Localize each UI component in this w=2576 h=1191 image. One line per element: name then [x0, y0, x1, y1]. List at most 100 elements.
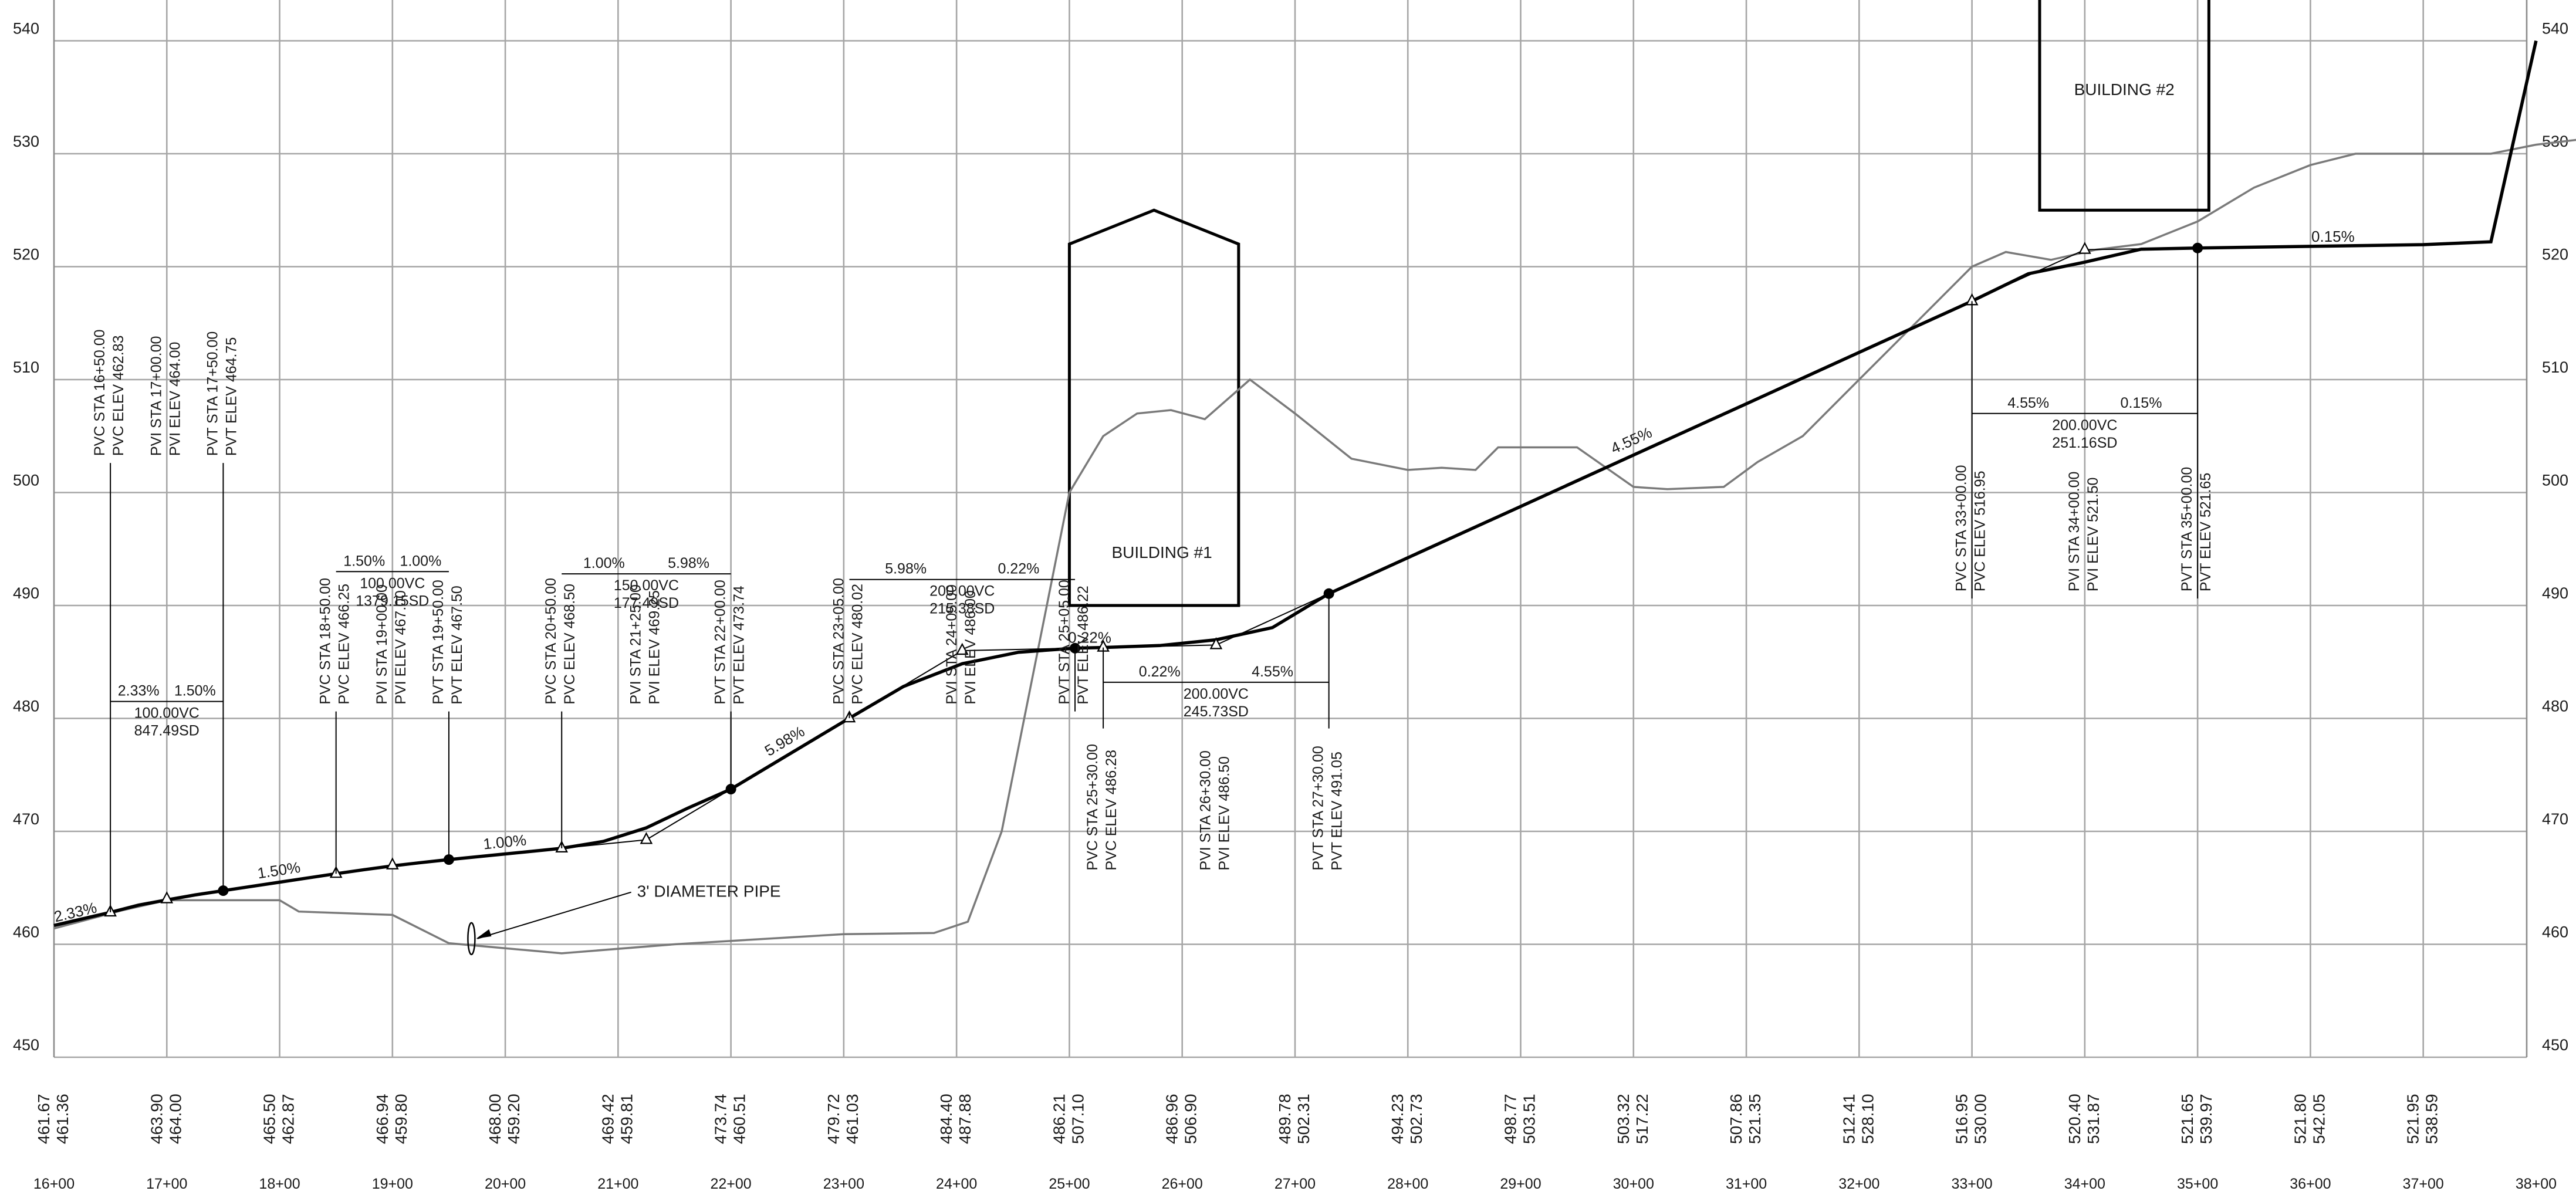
vc-grade-in: 1.50% — [343, 553, 385, 569]
vc-grade-out: 4.55% — [1252, 664, 1293, 680]
elevation-label-right: 470 — [2542, 810, 2568, 828]
station-callout-line1: PVT STA 27+30.00 — [1310, 746, 1327, 870]
existing-elevation-label: 528.10 — [1858, 1094, 1877, 1144]
elevation-label-right: 510 — [2542, 358, 2568, 376]
vc-sight-distance: 245.73SD — [1184, 703, 1249, 720]
existing-elevation-label: 464.00 — [166, 1094, 184, 1144]
station-callout-line2: PVC ELEV 466.25 — [336, 584, 353, 705]
pvi-marker — [640, 832, 653, 844]
vc-grade-out: 1.50% — [174, 683, 216, 699]
pipe-symbol — [467, 922, 476, 956]
vc-sight-distance: 1379.15SD — [356, 593, 429, 609]
existing-elevation-label: 517.22 — [1633, 1094, 1651, 1144]
elevation-label-right: 540 — [2542, 20, 2568, 38]
pipe-leader — [477, 891, 631, 939]
proposed-elevation-label: 484.40 — [937, 1094, 955, 1144]
proposed-elevation-label: 479.72 — [824, 1094, 843, 1144]
elevation-label-right: 450 — [2542, 1036, 2568, 1054]
proposed-elevation-label: 486.96 — [1163, 1094, 1181, 1144]
station-callout-line1: PVT STA 17+50.00 — [204, 331, 221, 456]
proposed-elevation-label: 468.00 — [486, 1094, 504, 1144]
existing-elevation-label: 460.51 — [731, 1094, 749, 1144]
building-label: BUILDING #2 — [2074, 80, 2175, 99]
station-callout-line1: PVI STA 17+00.00 — [148, 336, 164, 456]
vc-sight-distance: 847.49SD — [134, 723, 200, 739]
elevation-label-left: 510 — [13, 358, 39, 376]
station-callout-line2: PVC ELEV 486.28 — [1103, 750, 1120, 871]
station-callout-line1: PVT STA 25+05.00 — [1056, 580, 1073, 704]
proposed-elevation-label: 521.65 — [2178, 1094, 2196, 1144]
station-label: 21+00 — [597, 1176, 638, 1191]
vc-sight-distance: 215.38SD — [929, 601, 995, 617]
grid — [53, 0, 2528, 1058]
vc-sight-distance: 177.49SD — [614, 595, 679, 611]
station-callout-line1: PVT STA 19+50.00 — [430, 580, 447, 704]
proposed-elevation-label: 520.40 — [2065, 1094, 2084, 1144]
station-label: 37+00 — [2403, 1176, 2444, 1191]
station-callout-line1: PVC STA 33+00.00 — [1953, 465, 1970, 591]
proposed-elevation-label: 512.41 — [1840, 1094, 1858, 1144]
vc-grade-in: 1.00% — [583, 555, 625, 571]
existing-elevation-label: 539.97 — [2197, 1094, 2215, 1144]
pvi-marker — [2078, 242, 2091, 254]
station-label: 32+00 — [1838, 1176, 1879, 1191]
station-callout-line1: PVC STA 18+50.00 — [317, 578, 334, 705]
proposed-elevation-label: 507.86 — [1727, 1094, 1745, 1144]
station-label: 18+00 — [259, 1176, 300, 1191]
station-callout-line1: PVC STA 20+50.00 — [543, 578, 559, 705]
station-callout-line1: PVC STA 16+50.00 — [92, 329, 108, 456]
station-label: 38+00 — [2516, 1176, 2557, 1191]
elevation-label-right: 480 — [2542, 698, 2568, 715]
existing-elevation-label: 461.03 — [843, 1094, 861, 1144]
proposed-elevation-label: 516.95 — [1953, 1094, 1971, 1144]
station-callout-line2: PVC ELEV 516.95 — [1972, 471, 1989, 591]
existing-elevation-label: 459.81 — [617, 1094, 635, 1144]
station-callout-line2: PVI ELEV 486.50 — [1216, 756, 1232, 871]
vc-grade-out: 0.15% — [2121, 395, 2162, 411]
station-label: 33+00 — [1951, 1176, 1992, 1191]
pvi-marker — [160, 891, 174, 904]
existing-elevation-label: 531.87 — [2084, 1094, 2102, 1144]
vc-grade-in: 4.55% — [2007, 395, 2049, 411]
station-callout-line1: PVI STA 24+05.00 — [944, 584, 960, 705]
proposed-elevation-label: 486.21 — [1050, 1094, 1068, 1144]
station-callout-line1: PVI STA 26+30.00 — [1197, 750, 1213, 871]
building-label: BUILDING #1 — [1112, 543, 1212, 561]
station-callout-line1: PVI STA 19+00.00 — [374, 584, 390, 705]
station-label: 17+00 — [146, 1176, 187, 1191]
existing-elevation-label: 462.87 — [279, 1094, 298, 1144]
vc-length: 100.00VC — [360, 575, 425, 591]
vc-grade-out: 0.22% — [998, 561, 1039, 577]
vc-length: 100.00VC — [134, 705, 200, 722]
existing-elevation-label: 487.88 — [956, 1094, 974, 1144]
station-callout-line2: PVT ELEV 491.05 — [1329, 752, 1346, 870]
vc-length: 200.00VC — [1184, 686, 1249, 702]
vc-grade-in: 0.22% — [1139, 664, 1181, 680]
station-callout-line2: PVT ELEV 486.22 — [1075, 586, 1091, 704]
station-label: 25+00 — [1049, 1176, 1090, 1191]
existing-elevation-label: 502.31 — [1294, 1094, 1313, 1144]
elevation-label-left: 470 — [13, 810, 39, 828]
station-label: 34+00 — [2064, 1176, 2105, 1191]
station-label: 23+00 — [823, 1176, 864, 1191]
proposed-elevation-label: 473.74 — [712, 1094, 730, 1144]
station-callout-line2: PVT ELEV 464.75 — [223, 337, 239, 456]
station-label: 16+00 — [33, 1176, 75, 1191]
existing-elevation-label: 506.90 — [1182, 1094, 1200, 1144]
building-outline — [2038, 0, 2210, 212]
vc-length: 200.00VC — [2052, 417, 2117, 434]
proposed-elevation-label: 494.23 — [1388, 1094, 1407, 1144]
elevation-label-right: 520 — [2542, 246, 2568, 263]
station-callout-line2: PVT ELEV 521.65 — [2198, 473, 2214, 591]
elevation-label-right: 500 — [2542, 472, 2568, 489]
proposed-elevation-label: 463.90 — [147, 1094, 165, 1144]
elevation-label-left: 450 — [13, 1036, 39, 1054]
existing-elevation-label: 538.59 — [2423, 1094, 2441, 1144]
station-callout-line1: PVT STA 35+00.00 — [2179, 467, 2195, 591]
existing-elevation-label: 507.10 — [1069, 1094, 1087, 1144]
station-callout-line2: PVI ELEV 464.00 — [167, 342, 183, 456]
proposed-elevation-label: 466.94 — [373, 1094, 391, 1144]
elevation-label-left: 540 — [13, 20, 39, 38]
vc-grade-in: 2.33% — [118, 683, 160, 699]
elevation-label-right: 490 — [2542, 584, 2568, 602]
